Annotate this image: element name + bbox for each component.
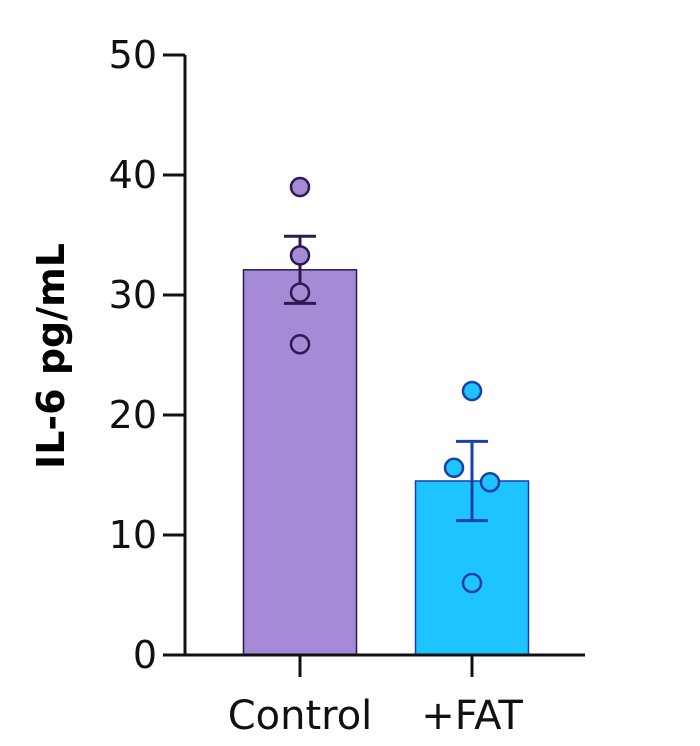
y-tick-label: 10 [109,513,157,557]
y-tick-label: 40 [109,153,157,197]
bars-group [242,269,530,656]
y-tick-label: 20 [109,393,157,437]
data-point [461,380,483,402]
bar-0 [242,269,358,656]
data-point [289,176,311,198]
data-point [479,471,501,493]
y-axis-label: IL-6 pg/mL [29,243,73,469]
x-category-label: Control [228,693,373,739]
x-category-label: +FAT [421,693,523,739]
y-tick-label: 30 [109,273,157,317]
data-point [289,333,311,355]
plot-area [242,176,530,656]
data-point [461,572,483,594]
y-ticks-group: 0 10 20 30 40 50 [109,33,185,677]
y-tick-label: 50 [109,33,157,77]
data-point [443,457,465,479]
data-point [289,245,311,266]
x-ticks-group: Control +FAT [228,655,523,739]
data-points-group [289,176,501,594]
data-point [289,282,311,303]
y-tick-label: 0 [133,633,157,677]
